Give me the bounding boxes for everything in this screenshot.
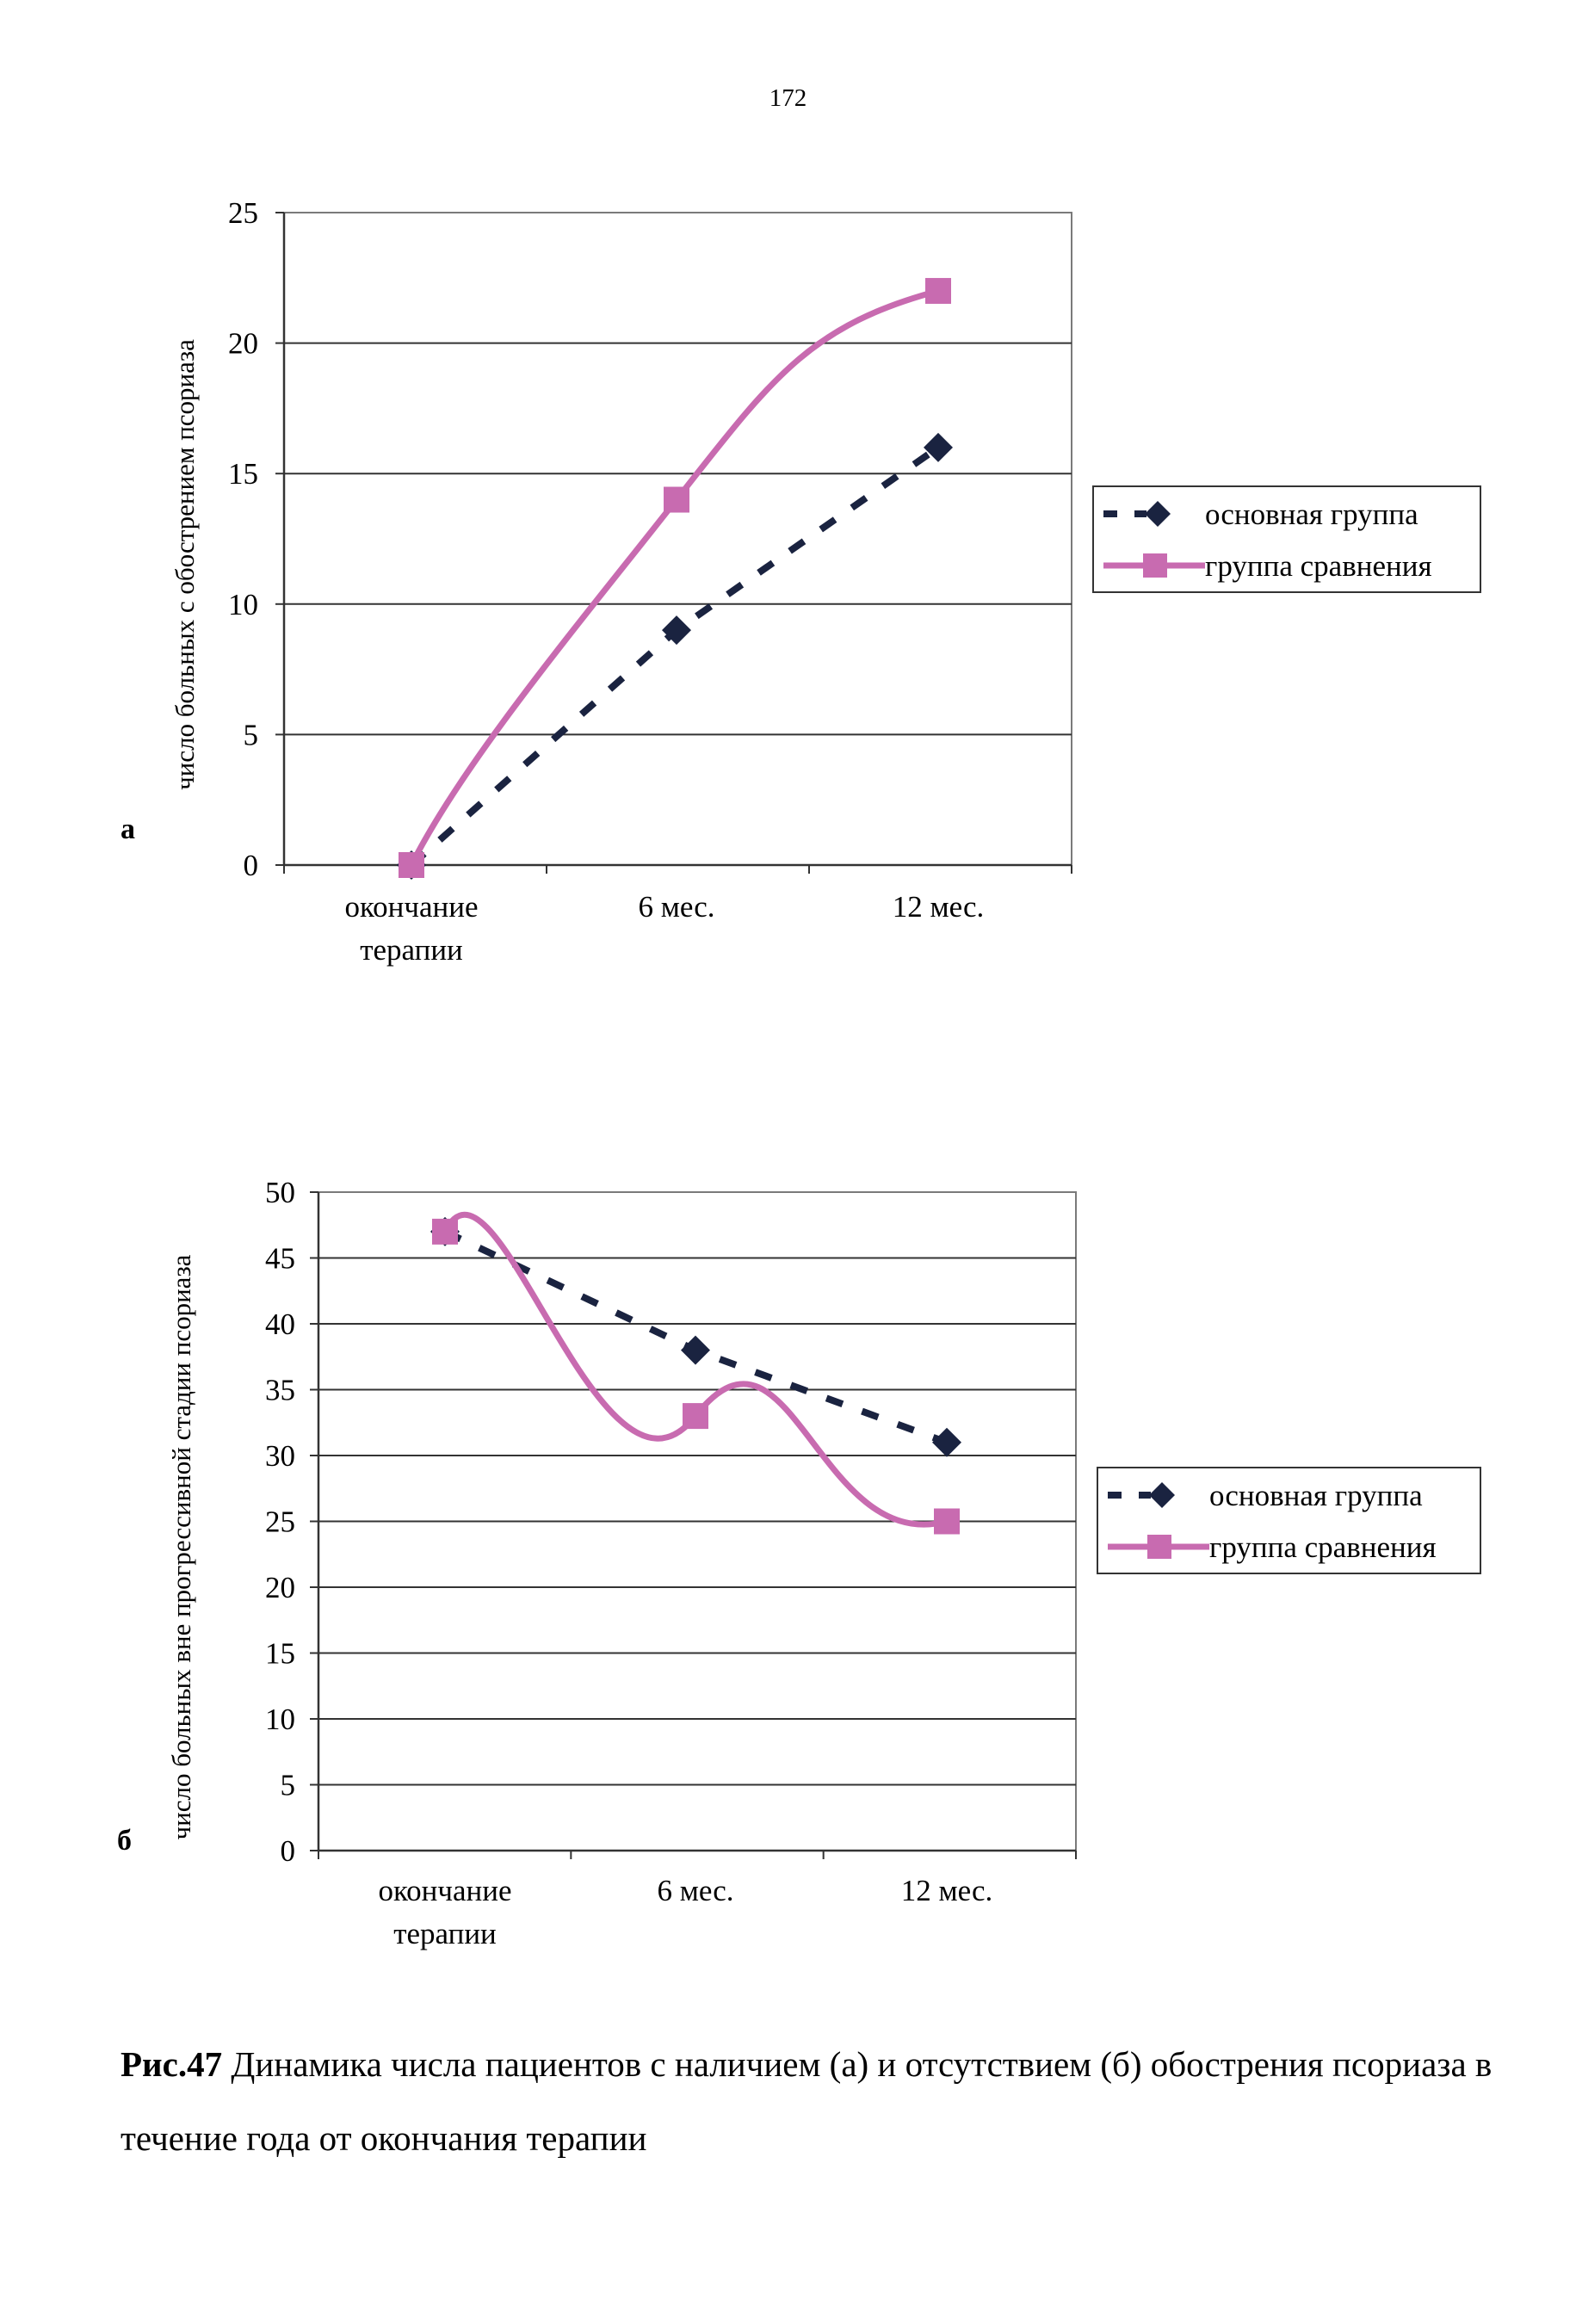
y-tick-label: 35: [265, 1374, 295, 1407]
y-tick-label: 10: [228, 588, 258, 621]
y-tick-label: 20: [228, 327, 258, 361]
figure-caption: Рис.47 Динамика числа пациентов с наличи…: [121, 2027, 1549, 2175]
data-point-comparison: [925, 277, 951, 304]
y-axis-title: число больных с обострением псориаза: [170, 339, 200, 790]
panel-label-b: б: [117, 1825, 132, 1857]
data-point-main: [932, 1427, 961, 1457]
x-tick-label: 12 мес.: [893, 890, 985, 924]
legend-swatch-marker: [1149, 1482, 1175, 1508]
data-point-main: [924, 432, 953, 462]
y-tick-label: 0: [281, 1834, 296, 1868]
y-tick-label: 45: [265, 1242, 295, 1276]
y-tick-label: 15: [228, 457, 258, 491]
y-tick-label: 5: [244, 718, 259, 751]
data-point-main: [681, 1335, 710, 1365]
panel-label-a: а: [121, 813, 135, 845]
data-point-comparison: [399, 852, 424, 878]
legend-swatch-marker: [1145, 501, 1171, 527]
series-line-comparison: [442, 1211, 948, 1528]
plot-area: [283, 212, 1072, 866]
data-point-comparison: [664, 486, 689, 513]
y-tick-label: 0: [244, 849, 259, 882]
data-point-comparison: [432, 1218, 458, 1245]
y-tick-label: 50: [265, 1176, 295, 1209]
y-axis-title: число больных вне прогрессивной стадии п…: [166, 1254, 196, 1839]
y-tick-label: 30: [265, 1439, 295, 1473]
x-tick-label: окончание терапии: [344, 890, 478, 967]
legend-label: группа сравнения: [1209, 1530, 1437, 1564]
y-tick-label: 10: [265, 1703, 295, 1736]
x-tick-label: 6 мес.: [638, 890, 714, 924]
x-tick-label: 12 мес.: [901, 1874, 993, 1907]
page-number: 172: [769, 84, 807, 112]
x-tick-label: окончание терапии: [378, 1874, 511, 1950]
legend-swatch-marker: [1143, 553, 1167, 578]
legend-swatch-marker: [1147, 1535, 1171, 1559]
y-tick-label: 25: [228, 196, 258, 230]
y-tick-label: 20: [265, 1571, 295, 1604]
legend-label: основная группа: [1205, 498, 1418, 531]
x-tick-label: 6 мес.: [657, 1874, 733, 1907]
data-point-main: [662, 615, 691, 646]
y-tick-label: 5: [281, 1769, 296, 1802]
y-tick-label: 40: [265, 1307, 295, 1341]
figure-number: Рис.47: [121, 2044, 223, 2084]
data-point-comparison: [683, 1403, 708, 1430]
y-tick-label: 15: [265, 1637, 295, 1671]
series-line-comparison: [408, 287, 939, 867]
legend-label: группа сравнения: [1205, 549, 1432, 583]
legend-label: основная группа: [1209, 1479, 1423, 1512]
data-point-comparison: [934, 1508, 960, 1535]
figure-caption-text: Динамика числа пациентов с наличием (а) …: [121, 2044, 1493, 2158]
y-tick-label: 25: [265, 1505, 295, 1539]
